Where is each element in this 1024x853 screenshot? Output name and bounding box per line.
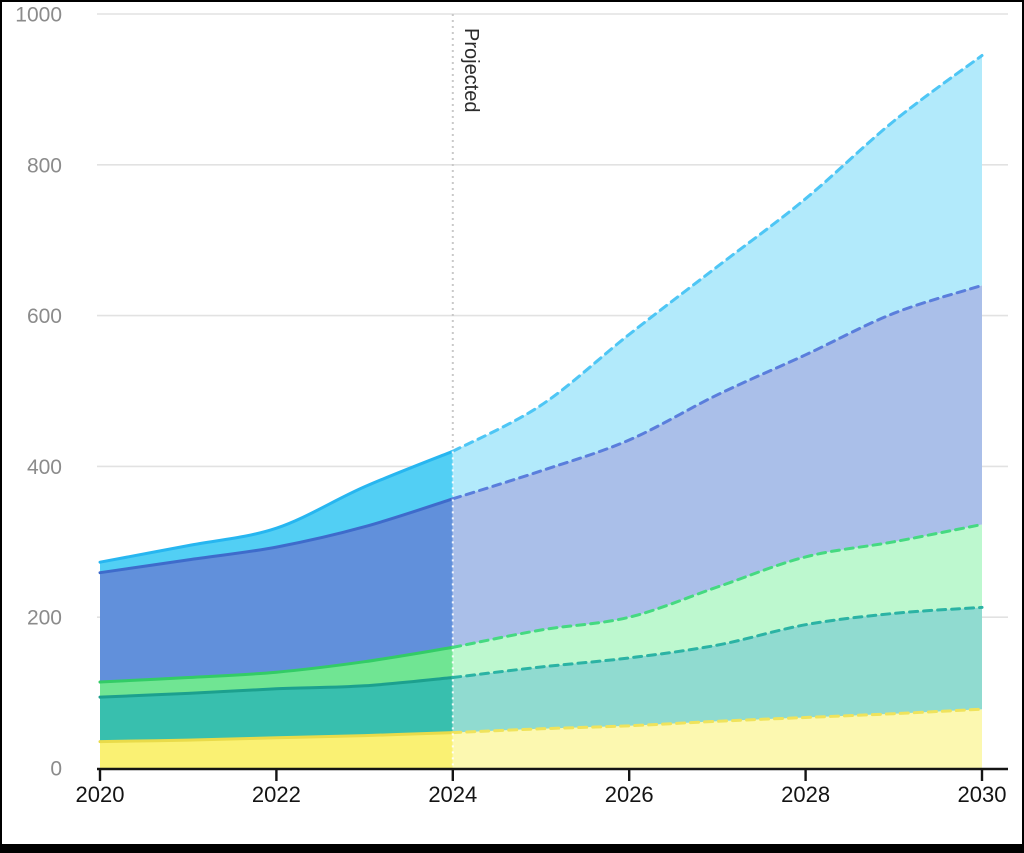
y-axis-tick-label: 0	[50, 758, 62, 781]
x-axis-tick-label: 2024	[428, 782, 477, 807]
line-teal-projected	[451, 605, 984, 679]
frame-border-right	[1022, 0, 1024, 853]
projected-annotation: Projected	[460, 28, 482, 113]
line-cyan-projected	[451, 54, 984, 453]
area-yellow-projected	[452, 709, 982, 768]
area-blue-projected	[452, 285, 982, 648]
area-green-projected	[452, 524, 982, 678]
line-blue-historical	[98, 497, 455, 575]
y-axis-tick-label: 600	[27, 305, 62, 328]
frame-border-bottom	[0, 844, 1024, 853]
line-green-projected	[451, 523, 984, 649]
frame-border-left	[0, 0, 2, 853]
y-axis-tick-label: 800	[27, 154, 62, 177]
x-axis-tick-label: 2026	[605, 782, 654, 807]
line-yellow-historical	[98, 731, 455, 744]
area-blue-historical	[100, 498, 453, 682]
line-yellow-projected	[451, 707, 984, 735]
x-axis-tick-label: 2028	[781, 782, 830, 807]
y-axis-tick-label: 400	[27, 456, 62, 479]
area-teal-projected	[452, 607, 982, 733]
area-cyan-projected	[452, 55, 982, 499]
area-cyan-historical	[100, 451, 453, 573]
x-axis-tick-label: 2020	[76, 782, 125, 807]
y-axis-tick-label: 200	[27, 607, 62, 630]
line-teal-historical	[98, 676, 455, 699]
frame-border-top	[0, 0, 1024, 2]
y-axis-tick-label: 1000	[15, 4, 62, 27]
x-axis-tick-label: 2022	[252, 782, 301, 807]
x-axis-tick-label: 2030	[958, 782, 1007, 807]
line-green-historical	[98, 645, 455, 684]
line-blue-projected	[451, 283, 984, 501]
line-cyan-historical	[98, 449, 455, 564]
